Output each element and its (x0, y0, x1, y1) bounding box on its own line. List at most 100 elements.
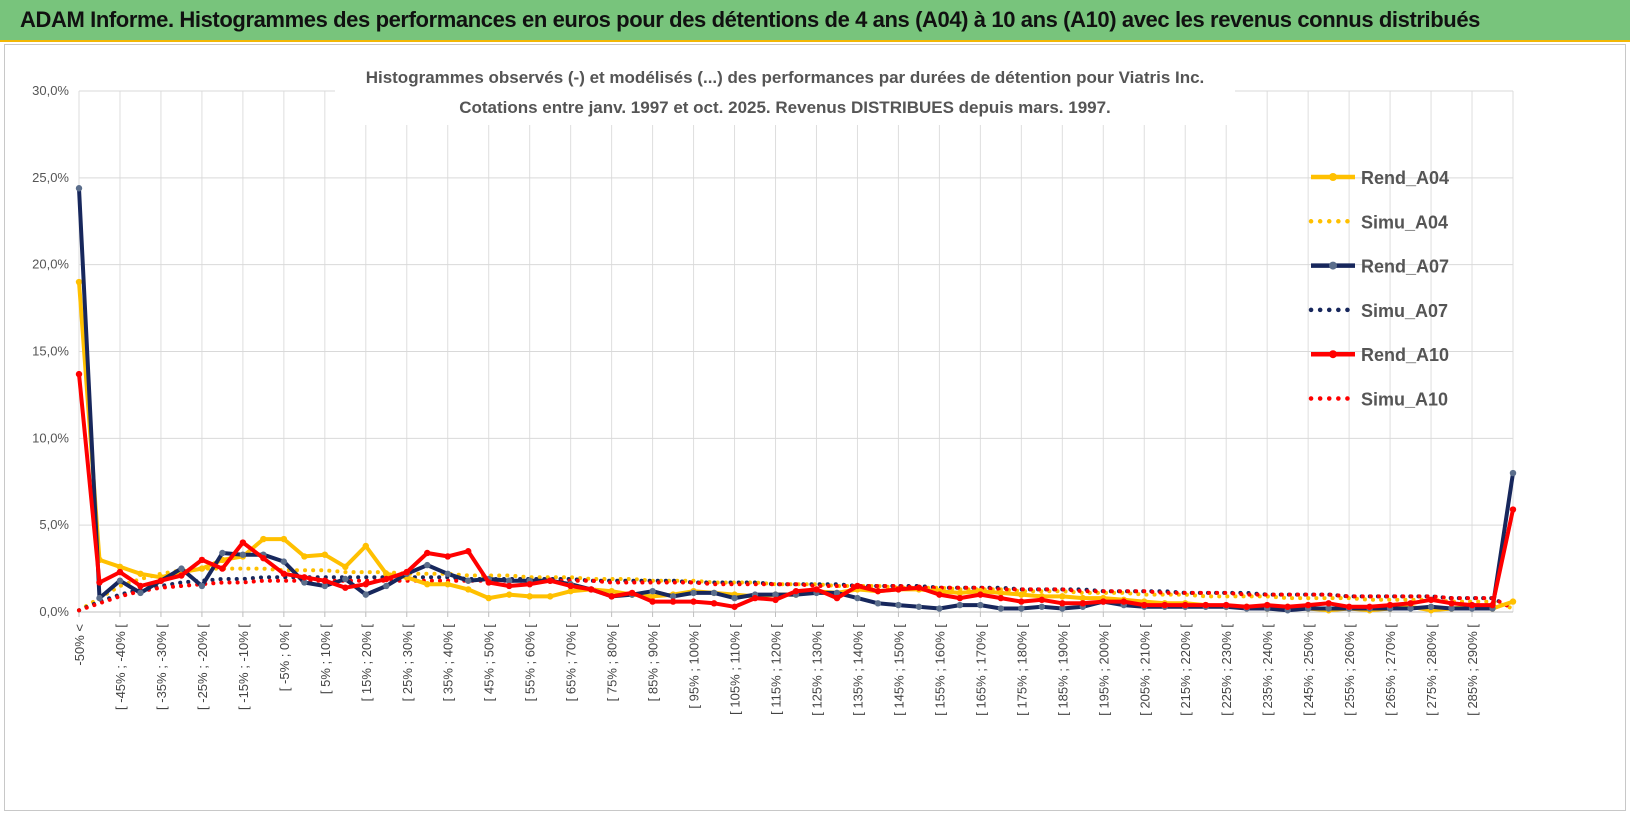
y-tick-label: 25,0% (32, 170, 69, 185)
data-point (485, 579, 492, 586)
data-point (1059, 593, 1066, 600)
data-point (977, 601, 984, 609)
data-point (1079, 600, 1087, 607)
y-tick-label: 20,0% (32, 257, 69, 272)
data-point (792, 587, 800, 595)
data-point (1182, 601, 1189, 609)
x-tick-label: [ 105% ; 110% [ (728, 624, 743, 715)
data-point (936, 605, 943, 612)
x-tick-label: [ 25% ; 30% [ (400, 624, 415, 702)
data-point (1243, 603, 1250, 610)
data-point (833, 594, 841, 602)
data-point (485, 594, 492, 602)
legend-label: Simu_A04 (1361, 212, 1448, 232)
data-point (280, 570, 288, 577)
data-point (833, 589, 841, 597)
data-point (198, 565, 206, 572)
data-point (1427, 603, 1435, 610)
y-axis: 0,0% 5,0% 10,0% 15,0% 20,0% 25,0% 30,0% (32, 83, 1513, 619)
data-point (936, 591, 943, 598)
data-point (874, 587, 882, 595)
data-point (1018, 598, 1025, 605)
data-point (239, 551, 247, 558)
legend-item-simu-a07: Simu_A07 (1308, 301, 1448, 321)
data-point (1202, 601, 1209, 609)
data-point (1079, 594, 1087, 602)
legend-label: Rend_A10 (1361, 345, 1449, 365)
data-point (137, 582, 144, 590)
data-point (260, 535, 267, 543)
grid (78, 90, 1514, 613)
series-rend-a07 (75, 185, 1517, 614)
data-point (116, 563, 124, 571)
data-point (526, 581, 533, 588)
data-point (690, 589, 697, 597)
data-point (321, 577, 329, 584)
x-tick-label: [ 65% ; 70% [ (564, 624, 579, 702)
data-point (506, 577, 513, 584)
data-point (75, 278, 83, 286)
histogram-chart: 0,0% 5,0% 10,0% 15,0% 20,0% 25,0% 30,0% -50% <… (32, 61, 1517, 716)
data-point (567, 582, 574, 590)
data-point (403, 568, 410, 576)
data-point (1161, 601, 1168, 609)
data-point (219, 549, 226, 557)
x-tick-label: [ 245% ; 250% [ (1301, 624, 1316, 716)
data-point (915, 584, 923, 591)
x-tick-label: [ 175% ; 180% [ (1014, 624, 1029, 716)
y-tick-label: 10,0% (32, 430, 69, 445)
x-tick-label: [ 85% ; 90% [ (646, 624, 661, 702)
data-point (116, 577, 124, 584)
x-tick-label: [ 275% ; 280% [ (1424, 624, 1439, 716)
y-tick-label: 30,0% (32, 83, 69, 98)
data-point (116, 568, 124, 576)
x-tick-label: [ 95% ; 100% [ (687, 624, 702, 709)
legend-label: Simu_A07 (1361, 301, 1448, 321)
data-point (424, 581, 431, 588)
data-point (219, 565, 226, 572)
data-point (731, 603, 738, 610)
x-tick-label: [ -45% ; -40% [ (113, 624, 128, 710)
data-point (362, 542, 369, 550)
data-point (424, 561, 431, 569)
report-banner: ADAM Informe. Histogrammes des performan… (0, 0, 1630, 42)
data-point (465, 577, 472, 584)
y-tick-label: 15,0% (32, 344, 69, 359)
data-point (690, 598, 697, 605)
y-tick-label: 5,0% (39, 517, 69, 532)
data-point (198, 556, 206, 564)
data-point (854, 594, 861, 602)
data-point (1509, 469, 1517, 477)
data-point (1325, 605, 1332, 612)
data-point (772, 596, 779, 604)
data-point (710, 600, 718, 607)
data-point (895, 586, 902, 593)
x-tick-label: [ 165% ; 170% [ (973, 624, 988, 716)
x-tick-label: [ 185% ; 190% [ (1055, 624, 1070, 716)
x-tick-label: [ 75% ; 80% [ (605, 624, 620, 702)
data-point (669, 593, 677, 600)
data-point (1141, 601, 1148, 609)
subtitle-backdrop (335, 61, 1235, 125)
data-point (1284, 603, 1291, 610)
x-tick-label: [ 255% ; 260% [ (1342, 624, 1357, 716)
data-point (444, 581, 451, 588)
data-point (362, 581, 369, 588)
data-point (178, 565, 185, 572)
legend-item-rend-a07: Rend_A07 (1311, 257, 1449, 277)
data-point (321, 582, 329, 590)
x-tick-label: -50% < (72, 624, 87, 666)
series-line (77, 281, 1514, 613)
data-point (608, 587, 615, 595)
x-tick-label: [ 195% ; 200% [ (1096, 624, 1111, 716)
data-point (956, 589, 964, 597)
data-point (383, 582, 390, 590)
data-point (649, 598, 656, 605)
data-point (1038, 596, 1046, 604)
x-tick-label: [ 15% ; 20% [ (359, 624, 374, 702)
data-point (546, 577, 554, 584)
report-title: ADAM Informe. Histogrammes des performan… (20, 7, 1480, 32)
data-point (1059, 605, 1066, 612)
data-point (465, 586, 472, 593)
data-point (301, 579, 308, 586)
